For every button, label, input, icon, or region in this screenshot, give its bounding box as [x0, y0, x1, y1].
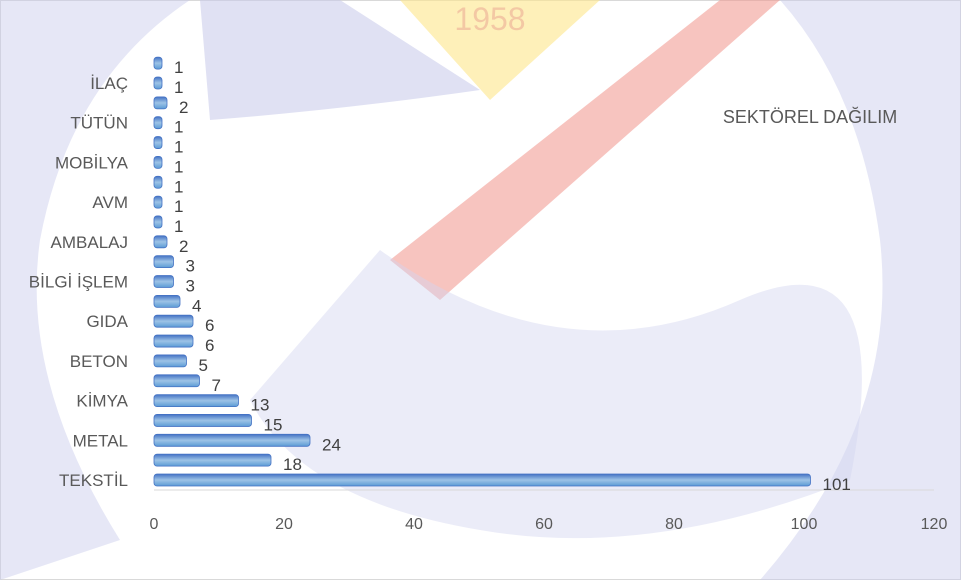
data-label: 1	[174, 58, 183, 77]
bar	[153, 394, 239, 408]
bar	[153, 473, 811, 487]
bar	[153, 235, 168, 249]
bar	[153, 215, 163, 229]
data-label: 6	[205, 316, 214, 335]
data-label: 1	[174, 157, 183, 176]
bar	[153, 76, 163, 90]
x-tick-label: 20	[275, 516, 293, 533]
data-label: 15	[264, 415, 283, 434]
data-label: 1	[174, 138, 183, 157]
data-label: 101	[823, 475, 851, 494]
category-label: MOBİLYA	[55, 153, 129, 172]
bar	[153, 195, 163, 209]
data-label: 18	[283, 455, 302, 474]
watermark-arc-right	[760, 0, 961, 580]
bar	[153, 294, 181, 308]
watermark-arc-left	[0, 0, 190, 580]
data-label: 6	[205, 336, 214, 355]
data-label: 13	[251, 396, 270, 415]
bar	[153, 334, 194, 348]
bar	[153, 116, 163, 130]
category-label: AVM	[92, 193, 128, 212]
data-label: 24	[322, 435, 341, 454]
category-label: TÜTÜN	[70, 114, 128, 133]
chart-title: SEKTÖREL DAĞILIM	[722, 107, 898, 127]
data-label: 3	[186, 277, 195, 296]
category-label: AMBALAJ	[51, 233, 128, 252]
watermark-red-slash	[390, 0, 780, 300]
data-label: 2	[179, 237, 188, 256]
category-label: BİLGİ İŞLEM	[29, 273, 128, 292]
bar	[153, 314, 194, 328]
bar	[153, 374, 200, 388]
category-label: İLAÇ	[90, 74, 128, 93]
watermark-blue-lower	[250, 250, 862, 539]
category-label: TEKSTİL	[59, 471, 128, 490]
watermark-yellow-emblem	[400, 0, 600, 100]
data-label: 1	[174, 217, 183, 236]
data-label: 3	[186, 257, 195, 276]
category-label: KİMYA	[76, 392, 128, 411]
data-label: 1	[174, 197, 183, 216]
bar	[153, 175, 163, 189]
data-label: 2	[179, 98, 188, 117]
x-tick-label: 60	[535, 516, 553, 533]
bar	[153, 354, 187, 368]
x-tick-label: 40	[405, 516, 423, 533]
bar	[153, 255, 174, 269]
category-label: GIDA	[86, 312, 128, 331]
x-tick-label: 120	[921, 516, 948, 533]
data-label: 4	[192, 296, 201, 315]
bar	[153, 56, 163, 70]
category-label: BETON	[70, 352, 128, 371]
watermark-year: 1958	[454, 1, 525, 37]
x-tick-label: 0	[150, 516, 159, 533]
x-tick-label: 80	[665, 516, 683, 533]
x-tick-label: 100	[791, 516, 818, 533]
watermark-blue-wedge	[200, 0, 480, 120]
data-label: 7	[212, 376, 221, 395]
bar	[153, 275, 174, 288]
bar	[153, 414, 252, 427]
bar	[153, 96, 168, 110]
bar	[153, 155, 163, 169]
data-label: 5	[199, 356, 208, 375]
data-label: 1	[174, 177, 183, 196]
data-label: 1	[174, 118, 183, 137]
bar	[153, 136, 163, 149]
data-label: 1	[174, 78, 183, 97]
bar	[153, 433, 311, 447]
category-label: METAL	[73, 431, 128, 450]
bar	[153, 453, 272, 467]
